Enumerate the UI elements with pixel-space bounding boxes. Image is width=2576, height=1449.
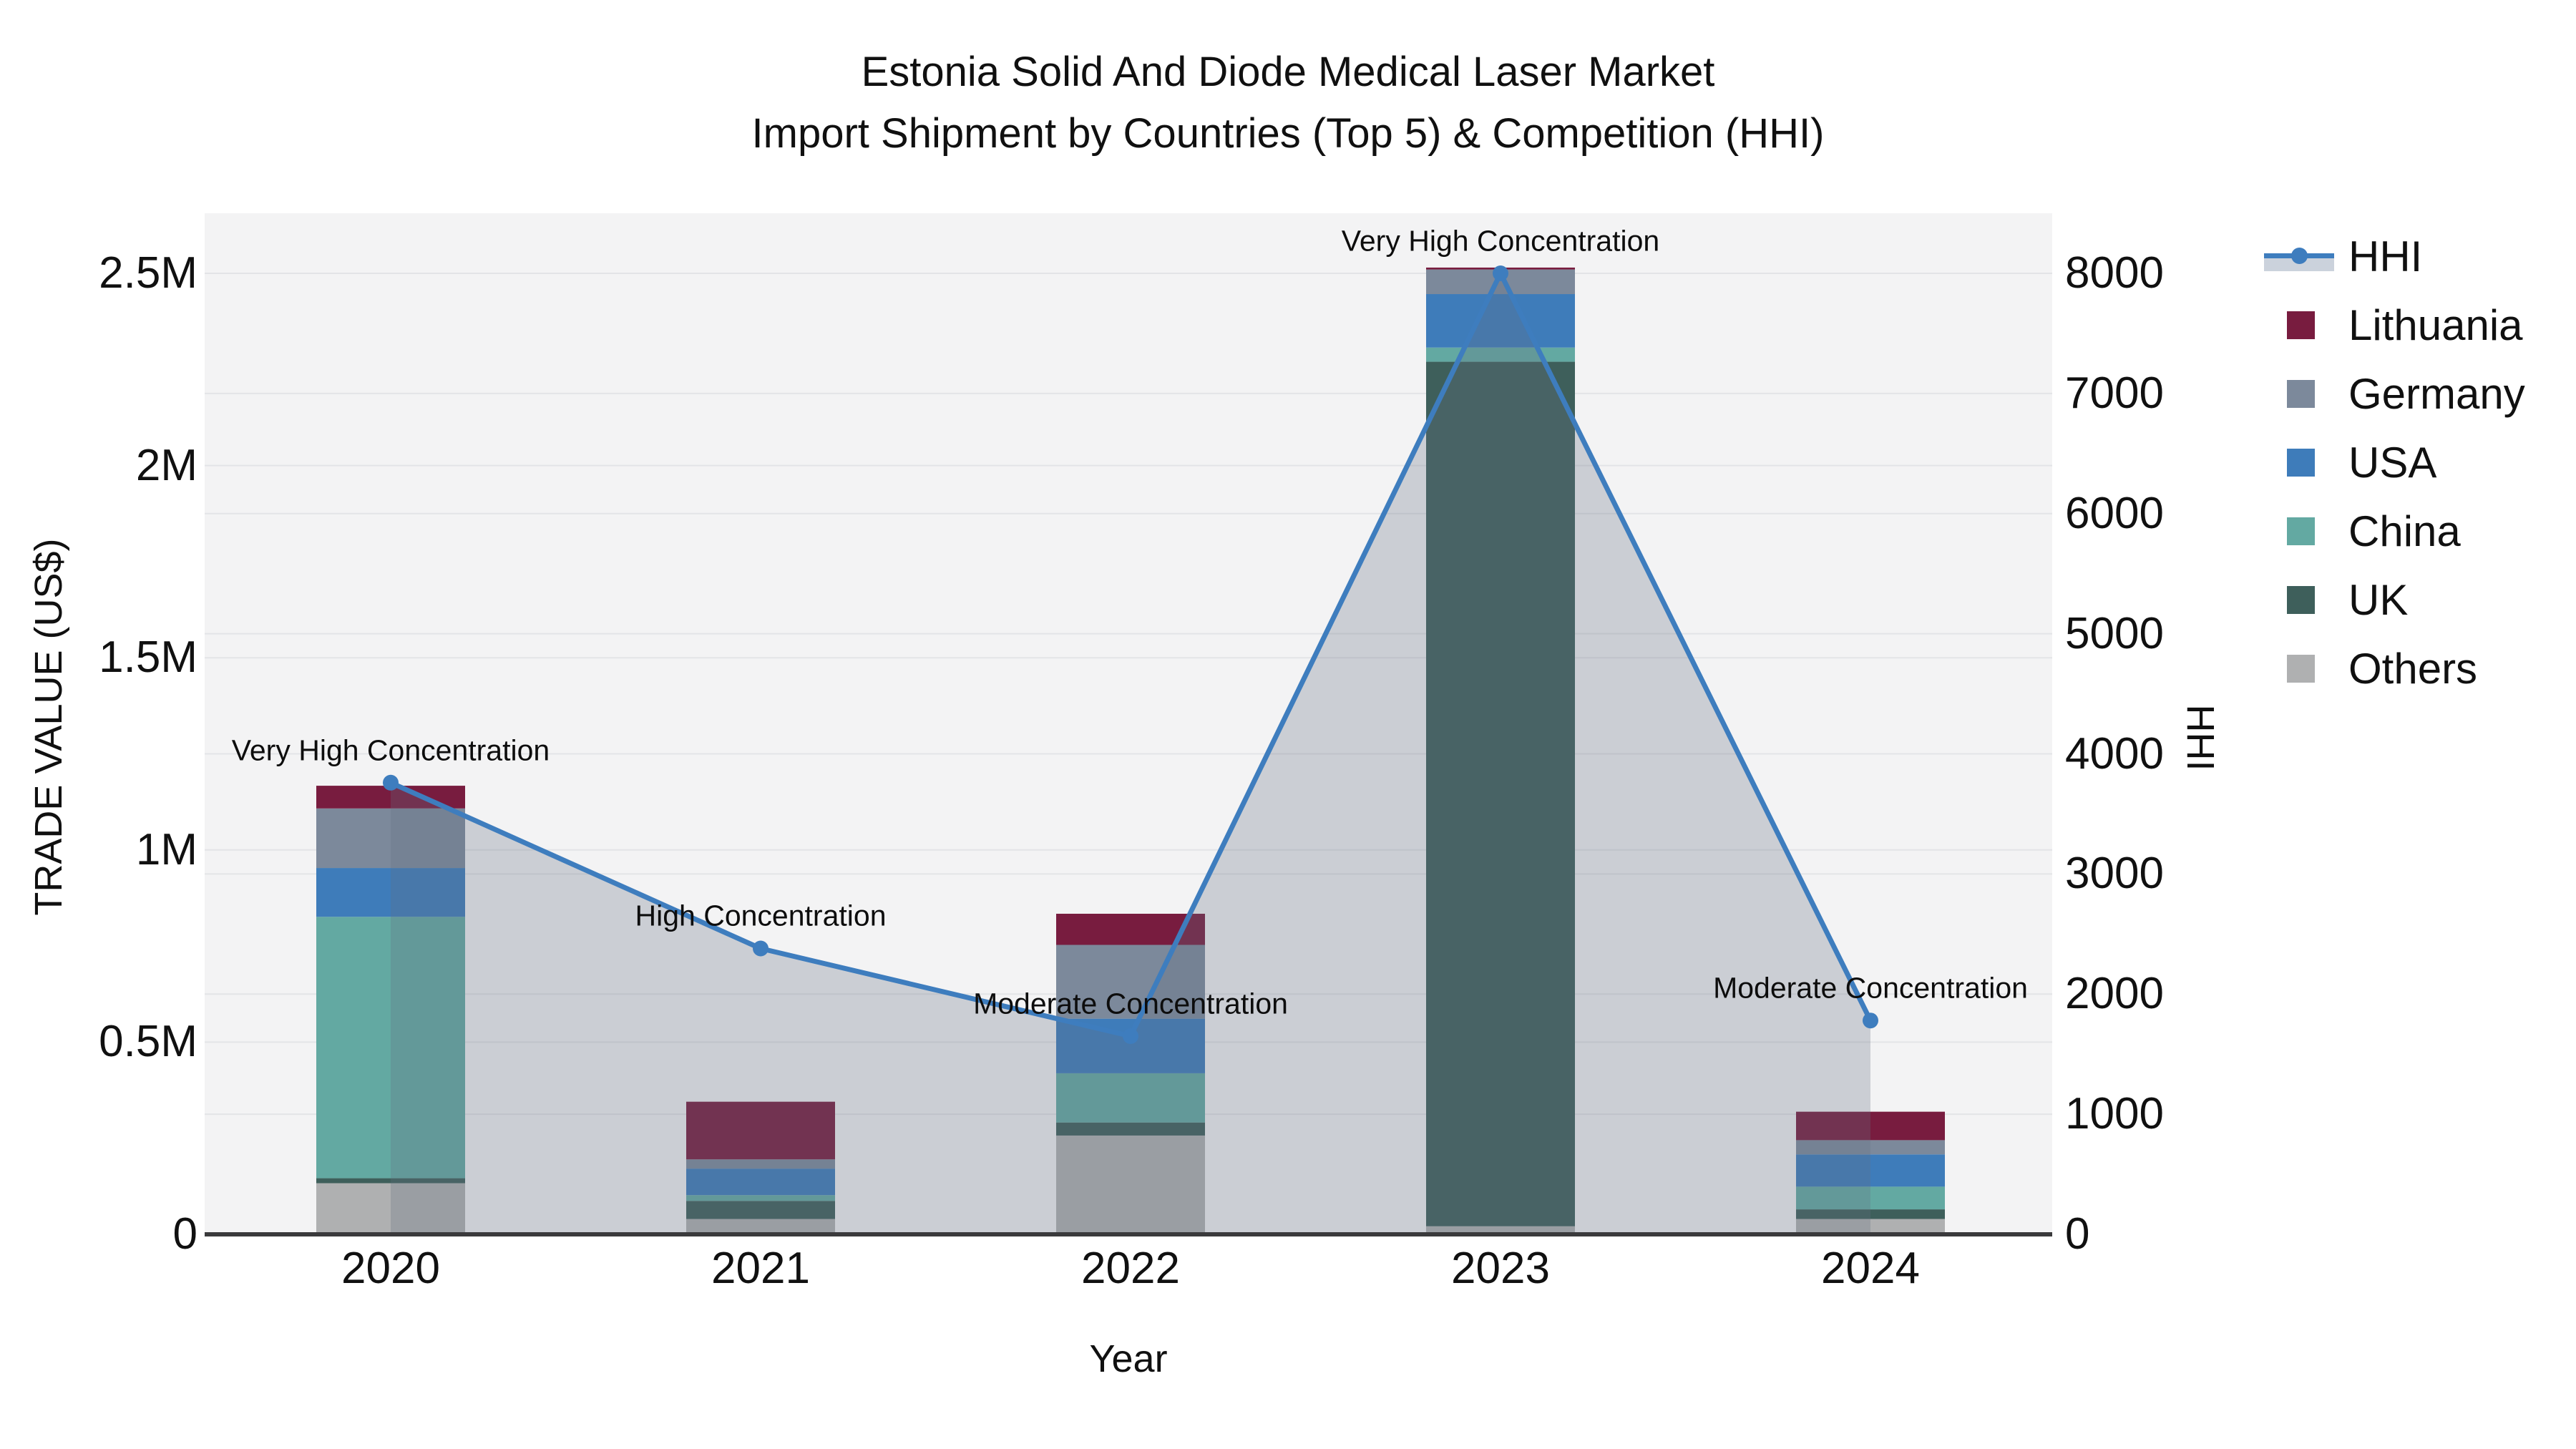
x-tick-2023: 2023 (1451, 1244, 1550, 1293)
right-tick-2000: 2000 (2065, 969, 2164, 1019)
legend-item-usa[interactable]: USA (2254, 428, 2436, 497)
legend-item-germany[interactable]: Germany (2254, 359, 2525, 428)
legend-label: Germany (2348, 369, 2525, 418)
x-tick-2024: 2024 (1821, 1244, 1920, 1293)
annotation-2024: Moderate Concentration (1713, 971, 2028, 1005)
right-tick-7000: 7000 (2065, 368, 2164, 418)
bar-segment-2024-others (1796, 1219, 1945, 1234)
bar-segment-2023-usa (1426, 294, 1575, 348)
legend-swatch-uk (2254, 578, 2334, 621)
annotation-2021: High Concentration (635, 899, 887, 932)
hhi-marker-2023 (1493, 265, 1508, 281)
bar-segment-2022-usa (1056, 1018, 1205, 1073)
legend-item-lithuania[interactable]: Lithuania (2254, 291, 2523, 359)
legend-swatch-china (2254, 509, 2334, 552)
chart-title-line2: Import Shipment by Countries (Top 5) & C… (751, 110, 1825, 157)
legend-label: UK (2348, 575, 2409, 624)
bar-segment-2020-uk (316, 1178, 465, 1184)
right-tick-6000: 6000 (2065, 488, 2164, 538)
chart-title-line1: Estonia Solid And Diode Medical Laser Ma… (861, 49, 1715, 95)
bar-segment-2020-others (316, 1183, 465, 1234)
x-tick-2020: 2020 (341, 1244, 440, 1293)
bar-segment-2024-uk (1796, 1209, 1945, 1219)
chart-title: Estonia Solid And Diode Medical Laser Ma… (0, 42, 2576, 165)
bar-segment-2024-germany (1796, 1140, 1945, 1155)
hhi-marker-2022 (1123, 1028, 1138, 1044)
annotation-2022: Moderate Concentration (973, 987, 1288, 1020)
x-axis-title: Year (1089, 1337, 1168, 1380)
annotation-2020: Very High Concentration (231, 733, 550, 767)
bar-segment-2023-uk (1426, 361, 1575, 1226)
x-tick-2021: 2021 (711, 1244, 810, 1293)
hhi-marker-2021 (753, 940, 769, 957)
bar-segment-2024-lithuania (1796, 1111, 1945, 1141)
bar-segment-2022-others (1056, 1135, 1205, 1234)
bar-segment-2020-china (316, 917, 465, 1179)
left-tick-0: 0 (172, 1209, 197, 1259)
bar-segment-2021-germany (686, 1159, 835, 1169)
hhi-area-fill (391, 273, 1870, 1234)
legend-label: HHI (2348, 232, 2423, 280)
right-tick-3000: 3000 (2065, 849, 2164, 899)
legend-label: Others (2348, 644, 2478, 693)
bar-segment-2020-usa (316, 868, 465, 917)
legend-swatch-lithuania (2254, 303, 2334, 346)
bar-segment-2021-uk (686, 1201, 835, 1219)
hhi-marker-2020 (383, 774, 399, 791)
left-tick-1M: 1M (135, 824, 197, 874)
bar-segment-2022-germany (1056, 945, 1205, 1019)
left-axis-title: TRADE VALUE (US$) (27, 538, 70, 916)
bar-segment-2024-china (1796, 1186, 1945, 1210)
bar-segment-2022-china (1056, 1073, 1205, 1123)
bar-segment-2023-others (1426, 1226, 1575, 1234)
bar-segment-2021-china (686, 1195, 835, 1201)
legend-item-hhi[interactable]: HHI (2254, 222, 2422, 291)
bar-segment-2022-uk (1056, 1122, 1205, 1136)
swatch-icon (2287, 311, 2315, 339)
left-tick-2M: 2M (135, 440, 197, 490)
bar-segment-2020-germany (316, 808, 465, 869)
legend-label: China (2348, 507, 2461, 555)
swatch-icon (2287, 380, 2315, 408)
right-tick-4000: 4000 (2065, 728, 2164, 779)
legend-label: Lithuania (2348, 301, 2523, 349)
left-tick-1.5M: 1.5M (99, 633, 197, 683)
hhi-dot-icon (2291, 248, 2308, 264)
legend-label: USA (2348, 438, 2437, 487)
x-tick-2022: 2022 (1081, 1244, 1180, 1293)
right-tick-5000: 5000 (2065, 608, 2164, 658)
right-tick-1000: 1000 (2065, 1089, 2164, 1139)
swatch-icon (2287, 449, 2315, 477)
bar-segment-2021-usa (686, 1169, 835, 1196)
right-axis-title: HHI (2179, 704, 2222, 771)
right-tick-0: 0 (2065, 1209, 2090, 1259)
hhi-marker-2024 (1863, 1013, 1878, 1029)
bar-segment-2021-others (686, 1219, 835, 1234)
swatch-icon (2287, 586, 2315, 614)
left-tick-2.5M: 2.5M (99, 248, 197, 298)
bar-segment-2024-usa (1796, 1154, 1945, 1187)
hhi-line-sample-icon (2254, 235, 2334, 278)
legend-item-china[interactable]: China (2254, 497, 2461, 565)
legend-swatch-usa (2254, 441, 2334, 484)
swatch-icon (2287, 655, 2315, 683)
hhi-band-icon (2264, 258, 2334, 271)
legend-item-others[interactable]: Others (2254, 634, 2477, 703)
annotation-2023: Very High Concentration (1341, 224, 1660, 258)
right-tick-8000: 8000 (2065, 248, 2164, 298)
legend-swatch-germany (2254, 372, 2334, 415)
swatch-icon (2287, 517, 2315, 545)
left-tick-0.5M: 0.5M (99, 1017, 197, 1067)
bar-segment-2021-lithuania (686, 1101, 835, 1160)
legend-item-uk[interactable]: UK (2254, 565, 2408, 634)
legend-swatch-others (2254, 647, 2334, 690)
